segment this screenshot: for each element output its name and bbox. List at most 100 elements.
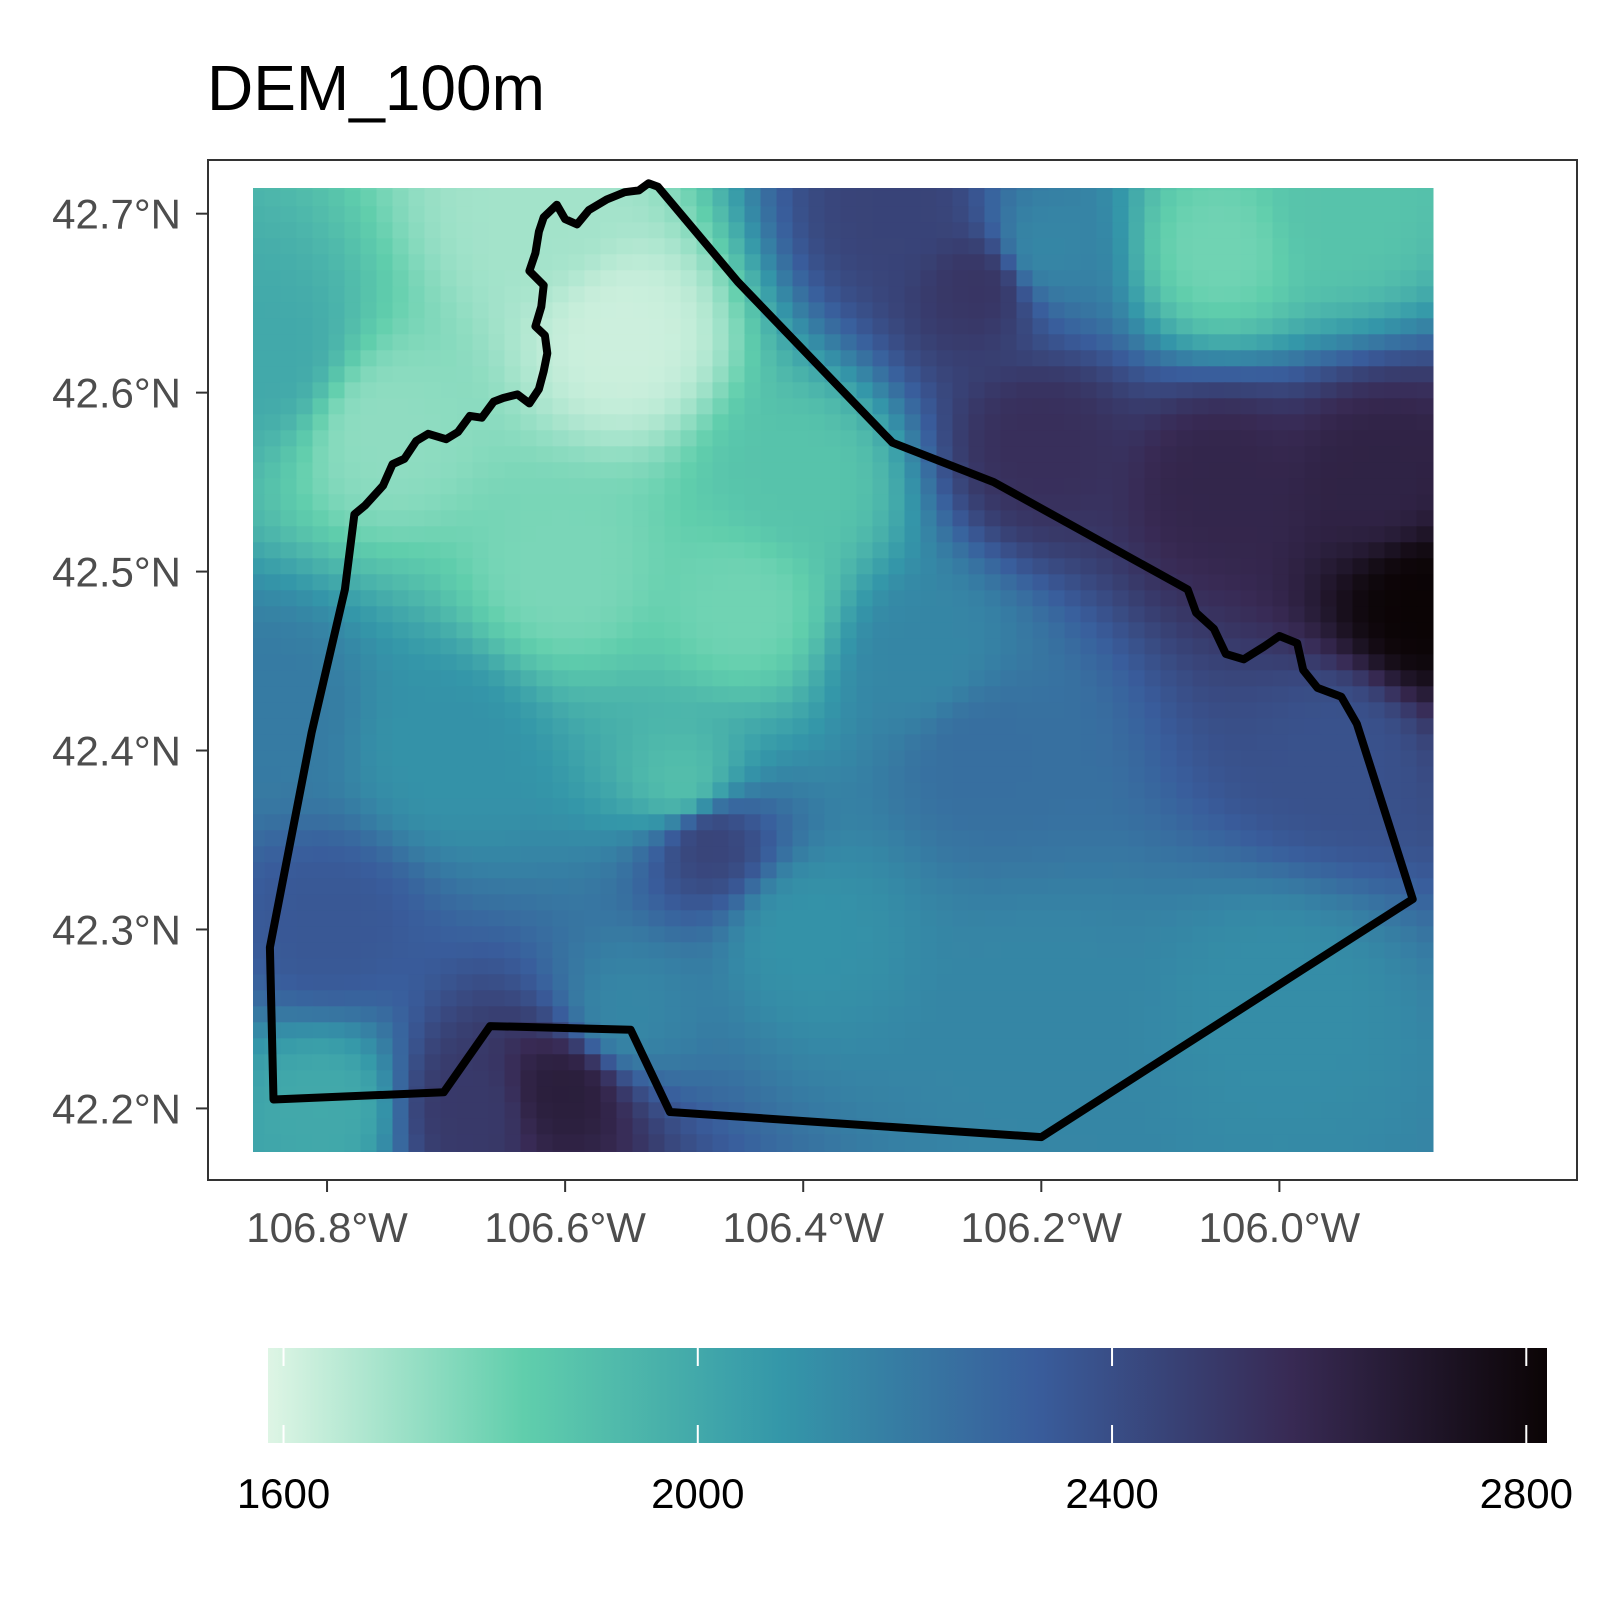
raster-cell: [1096, 606, 1114, 624]
raster-cell: [920, 542, 938, 560]
raster-cell: [616, 270, 634, 288]
raster-cell: [568, 334, 586, 352]
raster-cell: [1400, 446, 1418, 464]
raster-cell: [1352, 510, 1370, 528]
raster-cell: [664, 238, 682, 256]
raster-cell: [1160, 654, 1178, 672]
raster-cell: [648, 1134, 666, 1152]
raster-cell: [984, 814, 1002, 832]
raster-cell: [1400, 1086, 1418, 1104]
raster-cell: [504, 558, 522, 576]
raster-cell: [520, 206, 538, 224]
raster-cell: [1192, 926, 1210, 944]
raster-cell: [1288, 702, 1306, 720]
raster-cell: [1048, 1150, 1066, 1152]
raster-cell: [1400, 814, 1418, 832]
raster-cell: [280, 222, 298, 240]
raster-cell: [1240, 302, 1258, 320]
raster-cell: [536, 590, 554, 608]
raster-cell: [312, 478, 330, 496]
raster-cell: [1048, 638, 1066, 656]
raster-cell: [968, 590, 986, 608]
raster-cell: [984, 990, 1002, 1008]
raster-cell: [952, 638, 970, 656]
raster-cell: [1016, 542, 1034, 560]
raster-cell: [408, 718, 426, 736]
raster-cell: [1416, 878, 1434, 896]
raster-cell: [1112, 894, 1130, 912]
raster-cell: [616, 1006, 634, 1024]
raster-cell: [776, 702, 794, 720]
raster-cell: [1144, 1038, 1162, 1056]
raster-cell: [280, 238, 298, 256]
raster-cell: [1320, 414, 1338, 432]
raster-cell: [616, 542, 634, 560]
raster-cell: [328, 494, 346, 512]
raster-cell: [408, 462, 426, 480]
raster-cell: [696, 526, 714, 544]
raster-cell: [632, 782, 650, 800]
raster-cell: [1096, 254, 1114, 272]
raster-cell: [808, 878, 826, 896]
raster-cell: [1368, 846, 1386, 864]
raster-cell: [712, 750, 730, 768]
raster-cell: [712, 910, 730, 928]
raster-cell: [840, 638, 858, 656]
raster-cell: [456, 318, 474, 336]
raster-cell: [1080, 622, 1098, 640]
raster-cell: [1176, 606, 1194, 624]
raster-cell: [1128, 974, 1146, 992]
raster-cell: [1288, 910, 1306, 928]
raster-cell: [984, 670, 1002, 688]
raster-cell: [376, 382, 394, 400]
raster-cell: [552, 318, 570, 336]
raster-cell: [1048, 1054, 1066, 1072]
raster-cell: [408, 926, 426, 944]
raster-cell: [1016, 590, 1034, 608]
raster-cell: [456, 638, 474, 656]
raster-cell: [1000, 990, 1018, 1008]
raster-cell: [552, 670, 570, 688]
raster-cell: [1000, 622, 1018, 640]
raster-cell: [1032, 270, 1050, 288]
raster-cell: [680, 990, 698, 1008]
raster-cell: [1096, 430, 1114, 448]
raster-cell: [712, 334, 730, 352]
raster-cell: [1000, 702, 1018, 720]
raster-cell: [632, 286, 650, 304]
raster-cell: [712, 526, 730, 544]
raster-cell: [1128, 1118, 1146, 1136]
raster-cell: [440, 878, 458, 896]
raster-cell: [1336, 526, 1354, 544]
raster-cell: [344, 638, 362, 656]
raster-cell: [1272, 462, 1290, 480]
raster-cell: [376, 238, 394, 256]
raster-cell: [728, 990, 746, 1008]
raster-cell: [1336, 430, 1354, 448]
raster-cell: [328, 510, 346, 528]
raster-cell: [312, 1134, 330, 1152]
raster-cell: [536, 862, 554, 880]
raster-cell: [712, 1086, 730, 1104]
raster-cell: [344, 206, 362, 224]
raster-cell: [296, 910, 314, 928]
raster-cell: [1032, 1022, 1050, 1040]
raster-cell: [1192, 318, 1210, 336]
raster-cell: [264, 846, 282, 864]
raster-cell: [984, 510, 1002, 528]
raster-cell: [1224, 878, 1242, 896]
raster-cell: [1096, 366, 1114, 384]
raster-cell: [1352, 638, 1370, 656]
raster-cell: [1336, 1070, 1354, 1088]
raster-cell: [1144, 302, 1162, 320]
raster-cell: [984, 1070, 1002, 1088]
raster-cell: [1096, 398, 1114, 416]
raster-cell: [1032, 670, 1050, 688]
raster-cell: [936, 318, 954, 336]
raster-cell: [952, 1070, 970, 1088]
raster-cell: [824, 222, 842, 240]
raster-cell: [600, 782, 618, 800]
raster-cell: [888, 286, 906, 304]
raster-cell: [664, 702, 682, 720]
raster-cell: [968, 494, 986, 512]
